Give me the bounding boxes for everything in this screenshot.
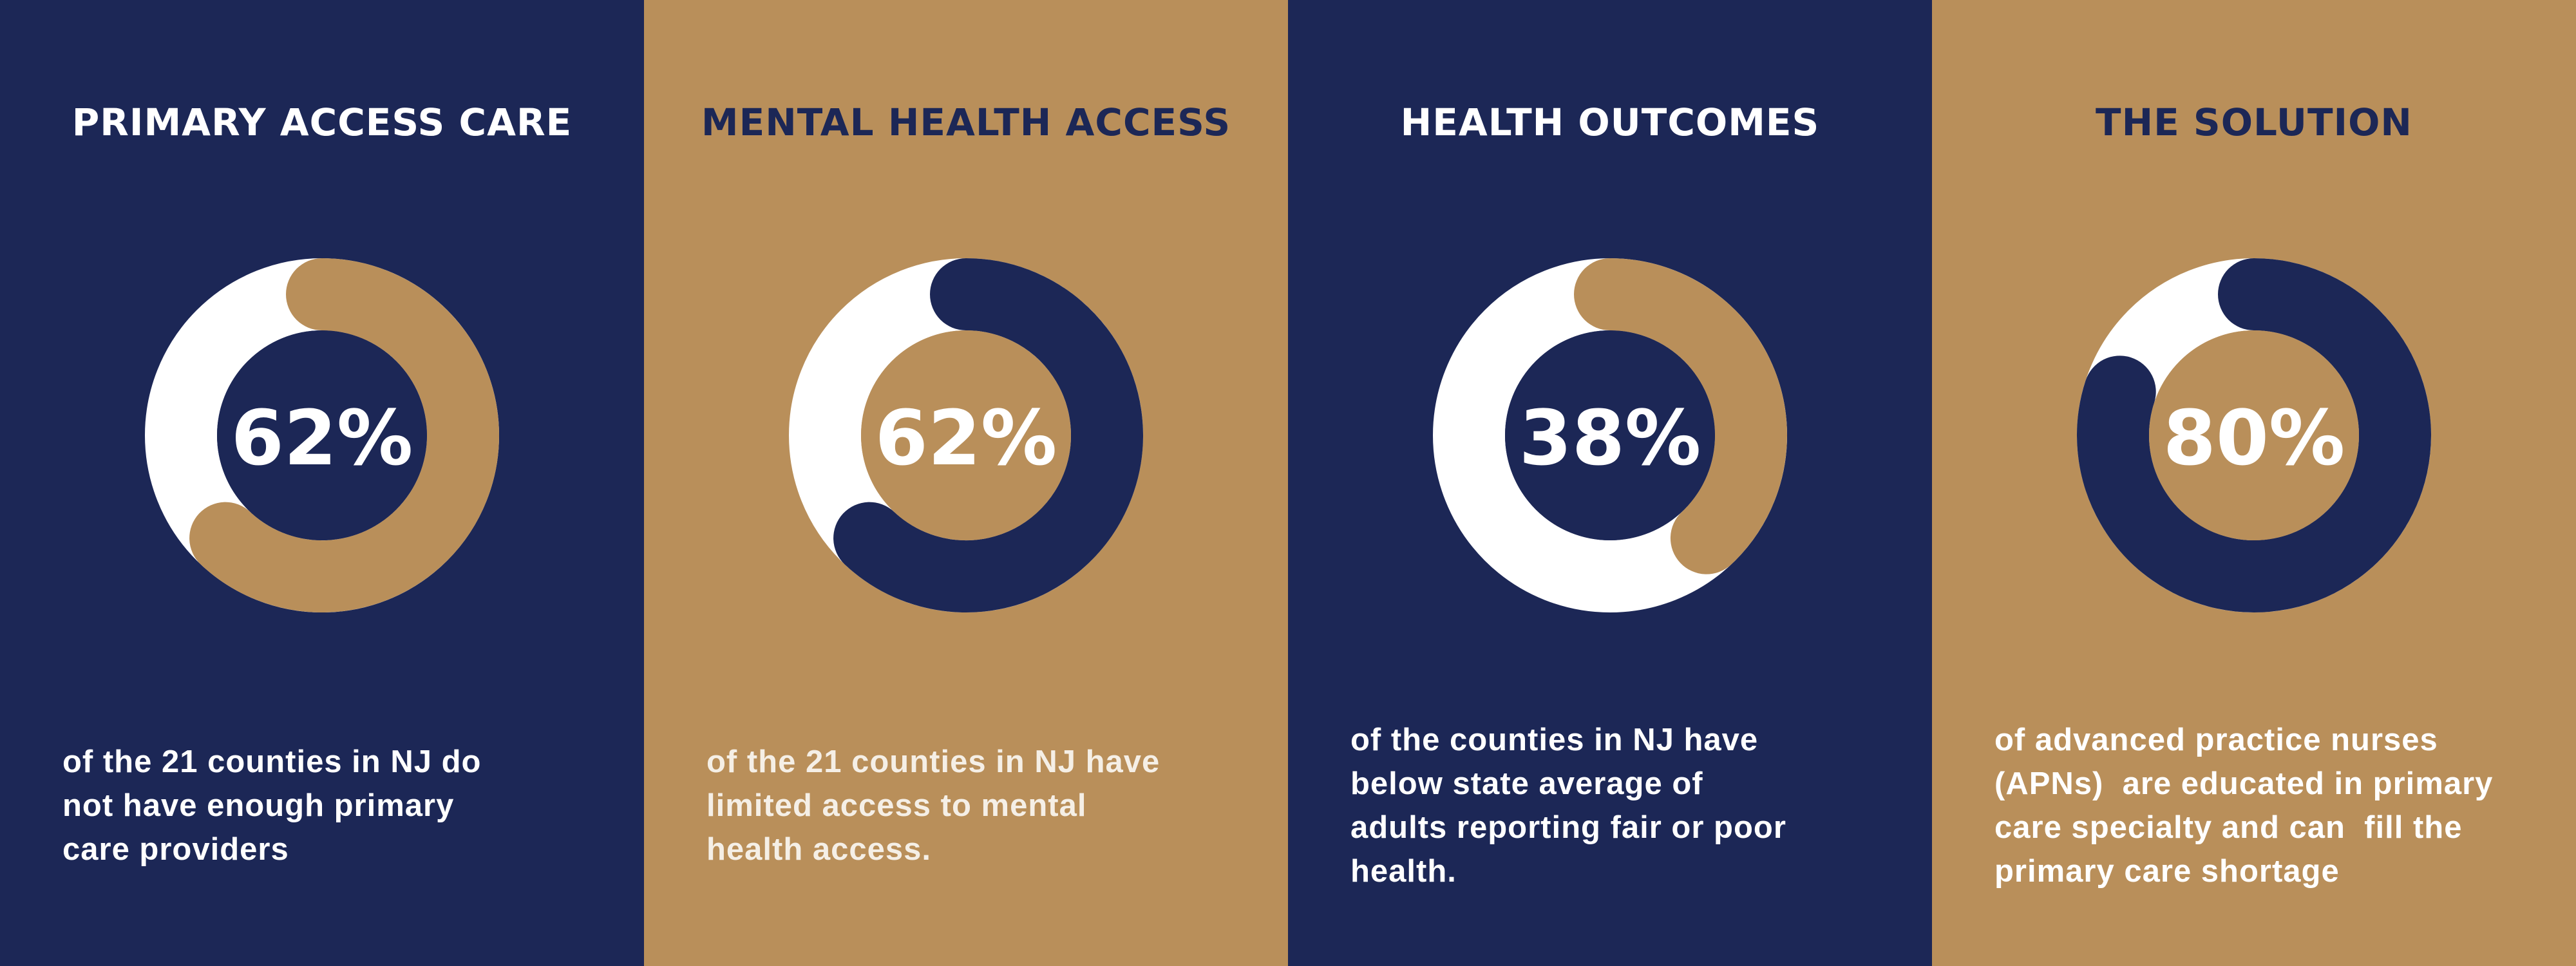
description-line: adults reporting fair or poor	[1350, 810, 1786, 845]
description-line: not have enough primary	[62, 788, 454, 823]
donut-center	[217, 330, 427, 540]
description-line: primary care shortage	[1994, 854, 2340, 889]
panel: MENTAL HEALTH ACCESS 62% of the 21 countie…	[644, 0, 1288, 966]
panel: PRIMARY ACCESS CARE 62% of the 21 counties…	[0, 0, 644, 966]
donut-arc	[2077, 258, 2431, 612]
panel: HEALTH OUTCOMES 38% of the counties in NJ …	[1288, 0, 1932, 966]
description-line: health.	[1350, 854, 1457, 889]
donut-arc	[1574, 258, 1787, 574]
panel-title: PRIMARY ACCESS CARE	[72, 100, 573, 144]
description-line: limited access to mental	[706, 788, 1086, 823]
description-line: health access.	[706, 832, 931, 867]
panel-title: THE SOLUTION	[2096, 100, 2412, 144]
panel-title: HEALTH OUTCOMES	[1401, 100, 1820, 144]
description-line: care specialty and can fill the	[1994, 810, 2462, 845]
value-label: 62%	[875, 393, 1057, 482]
description-line: care providers	[62, 832, 289, 867]
description-line: of advanced practice nurses	[1994, 723, 2438, 757]
description-line: of the 21 counties in NJ do	[62, 744, 481, 779]
donut-arc	[833, 258, 1143, 612]
description-line: of the counties in NJ have	[1350, 723, 1758, 757]
value-label: 38%	[1519, 393, 1701, 482]
description-line: (APNs) are educated in primary	[1994, 766, 2493, 801]
panel-title: MENTAL HEALTH ACCESS	[701, 100, 1231, 144]
donut-center	[2149, 330, 2359, 540]
value-label: 62%	[231, 393, 413, 482]
panel: THE SOLUTION 80% of advanced practice nurs…	[1932, 0, 2576, 966]
donut-arc	[189, 258, 499, 612]
description-line: of the 21 counties in NJ have	[706, 744, 1160, 779]
donut-center	[861, 330, 1071, 540]
description-line: below state average of	[1350, 766, 1703, 801]
value-label: 80%	[2163, 393, 2345, 482]
donut-center	[1505, 330, 1715, 540]
